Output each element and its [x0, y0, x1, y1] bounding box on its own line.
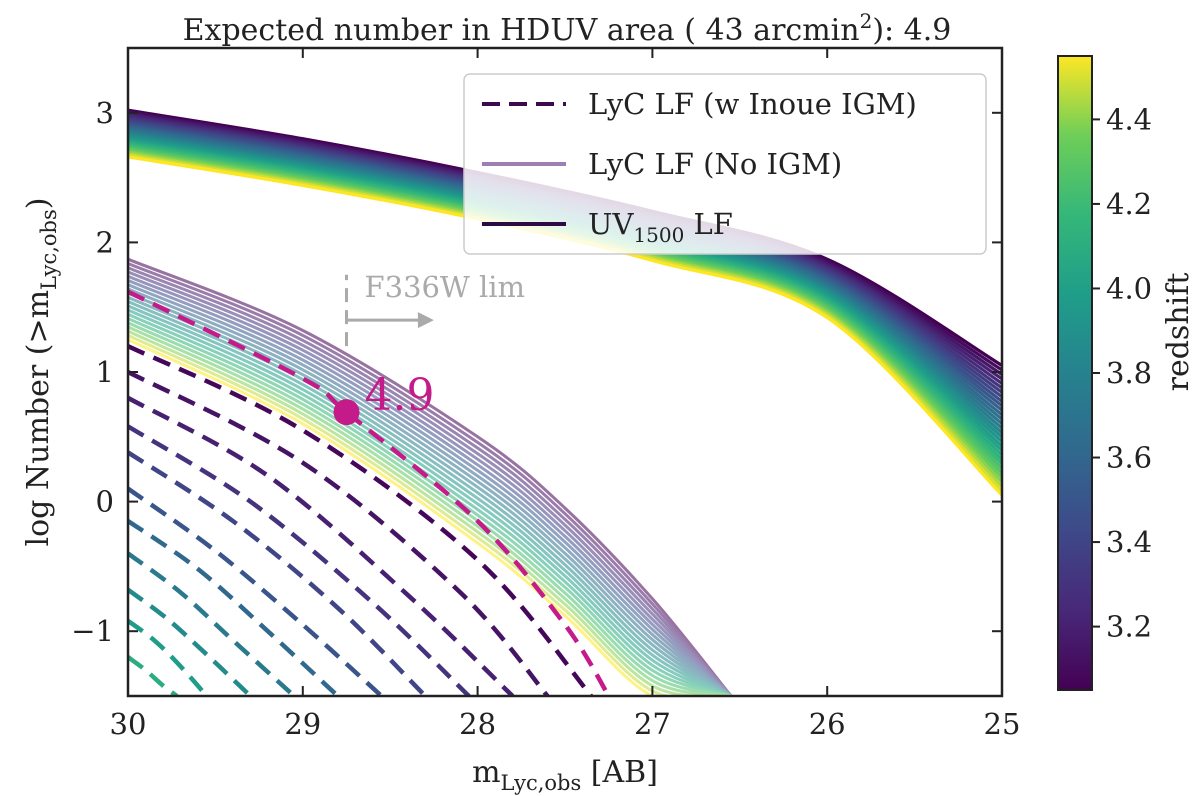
lyc-lf-igm-curve [128, 655, 179, 696]
lyc-lf-igm-curve [128, 344, 593, 696]
colorbar-tick-label: 4.4 [1106, 102, 1152, 136]
y-tick-label: −1 [71, 614, 114, 648]
colorbar-tick-label: 3.2 [1106, 610, 1152, 644]
lyc-lf-no-igm-curve [128, 304, 732, 696]
x-tick-label: 28 [459, 707, 496, 741]
colorbar-ticks: 3.2 3.4 3.6 3.8 4.0 4.2 4.4 [1092, 102, 1152, 644]
annotations-group: F336W lim 4.9 [333, 270, 526, 426]
x-tick-label: 29 [284, 707, 321, 741]
lyc-lf-igm-curve [128, 370, 550, 696]
y-tick-label: 3 [96, 96, 114, 130]
colorbar-tick-label: 3.8 [1106, 356, 1152, 390]
x-tick-label: 30 [110, 707, 147, 741]
lyc-lf-no-igm-curve [128, 257, 733, 696]
colorbar-strip [1057, 55, 1093, 691]
lyc-lf-no-igm-curve [128, 295, 732, 696]
highlight-curve [128, 289, 611, 696]
y-tick-label: 2 [96, 225, 114, 259]
lyc-lf-no-igm-curve [128, 338, 732, 696]
lyc-lf-igm-curve [128, 587, 252, 696]
y-axis-ticks: −1 0 1 2 3 [71, 96, 1002, 648]
x-axis-ticks: 30 29 28 27 26 25 [110, 48, 1021, 741]
lyc-lf-no-igm-curve [128, 308, 732, 696]
x-tick-label: 27 [634, 707, 671, 741]
colorbar-tick-label: 4.0 [1106, 271, 1152, 305]
lyc-lf-igm-curve [128, 551, 296, 696]
lyc-lf-no-igm-curve [128, 329, 732, 696]
lyc-lf-igm-curve [128, 424, 471, 696]
legend-label-lyc-igm: LyC LF (w Inoue IGM) [588, 87, 917, 121]
lyc-lf-no-igm-curve [128, 274, 733, 696]
x-tick-label: 25 [984, 707, 1021, 741]
lyc-lf-no-igm-curve [128, 262, 733, 696]
legend-box [463, 73, 987, 255]
x-tick-label: 26 [809, 707, 846, 741]
lyc-lf-no-igm-curve [128, 266, 733, 696]
f336w-arrowhead [417, 312, 434, 329]
colorbar-tick-label: 3.4 [1106, 525, 1152, 559]
colorbar-tick-label: 4.2 [1106, 187, 1152, 221]
lyc-lf-no-igm-curve [128, 283, 733, 696]
colorbar-label: redshift [1161, 273, 1196, 392]
x-axis-title: mLyc,obs [AB] [472, 755, 658, 795]
legend-label-lyc-no-igm: LyC LF (No IGM) [588, 147, 842, 181]
legend-label-uv1500: UV1500 LF [588, 207, 733, 247]
y-tick-label: 0 [96, 485, 114, 519]
lyc-lf-igm-curve [128, 519, 340, 696]
colorbar: 3.2 3.4 3.6 3.8 4.0 4.2 4.4 redshift [1057, 55, 1196, 691]
lyc-lf-igm-curve [128, 486, 384, 696]
expected-number-label: 4.9 [365, 370, 435, 421]
legend: LyC LF (w Inoue IGM) LyC LF (No IGM) UV1… [463, 73, 987, 255]
lyc-lf-no-igm-curve [128, 287, 733, 696]
colorbar-tick-label: 3.6 [1106, 441, 1152, 475]
lyc-lf-no-igm-curve [128, 317, 732, 696]
lyc-lf-no-igm-curve [128, 291, 732, 696]
lyc-lf-no-igm-curve [128, 312, 732, 696]
expected-number-point [333, 399, 360, 426]
y-axis-title: log Number (>mLyc,obs) [21, 197, 61, 546]
y-tick-label: 1 [96, 355, 114, 389]
lyc-lf-no-igm-curve [128, 321, 732, 696]
chart-title: Expected number in HDUV area ( 43 arcmin… [183, 9, 952, 48]
f336w-limit-label: F336W lim [365, 270, 526, 304]
lyc-lf-igm-curve [128, 618, 209, 696]
lyc-lf-no-igm-curve [128, 270, 733, 696]
lyc-lf-no-igm-curve [128, 279, 733, 696]
lyc-lf-igm-curve [128, 395, 515, 696]
